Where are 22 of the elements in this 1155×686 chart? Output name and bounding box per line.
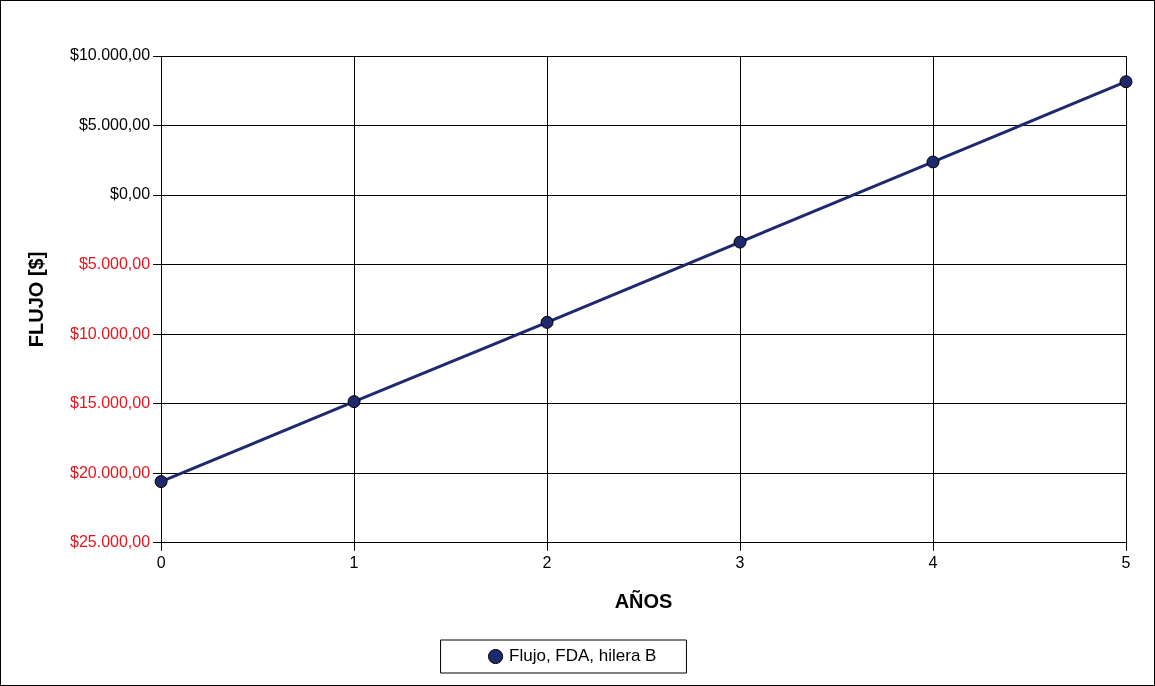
x-tick-label: 1: [349, 553, 359, 571]
point: [540, 315, 554, 329]
x-tick-label: 5: [1121, 553, 1131, 571]
y-tick-label: $5.000,00: [78, 255, 151, 273]
y-tick-label: $5.000,00: [78, 115, 151, 133]
point: [926, 155, 940, 169]
y-axis-title: FLUJO [$]: [24, 251, 47, 348]
y-tick-label: $20.000,00: [70, 463, 151, 481]
x-tick-label: 4: [928, 553, 938, 571]
y-tick-label: $25.000,00: [70, 533, 151, 551]
point: [733, 235, 747, 249]
legend-label: Flujo, FDA, hilera B: [509, 646, 657, 666]
y-tick-label: $10.000,00: [70, 324, 151, 342]
point: [1119, 75, 1133, 89]
y-tick-label: $0,00: [110, 185, 151, 203]
y-tick-label: $15.000,00: [70, 394, 151, 412]
x-tick-label: 2: [542, 553, 552, 571]
x-axis-title: AÑOS: [614, 589, 673, 612]
x-tick-label: 3: [735, 553, 745, 571]
x-tick-label: 0: [156, 553, 166, 571]
point: [347, 395, 361, 409]
y-tick-label: $10.000,00: [70, 46, 151, 64]
